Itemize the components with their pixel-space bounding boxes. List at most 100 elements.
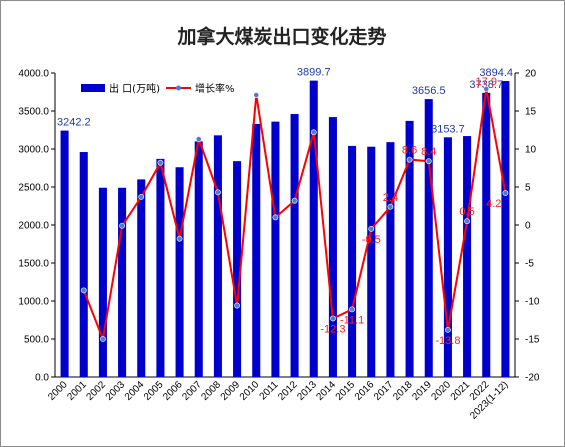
x-tick-label: 2015 <box>334 379 358 403</box>
rate-value-label: 17.9 <box>476 76 497 88</box>
bar-value-label: 3894.4 <box>479 67 513 79</box>
bar-value-label: 3656.5 <box>412 85 446 97</box>
rate-value-label: 8.6 <box>402 145 417 157</box>
growth-rate-point <box>157 159 164 166</box>
bar-2021 <box>463 136 472 377</box>
growth-rate-point <box>80 287 87 294</box>
growth-rate-point <box>464 218 470 225</box>
x-tick-label: 2007 <box>180 379 204 403</box>
bar-2006 <box>175 167 184 377</box>
bar-2008 <box>213 135 222 377</box>
growth-rate-point <box>425 158 432 165</box>
growth-rate-point <box>502 190 509 196</box>
x-tick-label: 2008 <box>200 379 224 403</box>
growth-rate-point <box>215 189 221 196</box>
bar-2018 <box>405 120 414 377</box>
growth-rate-point <box>119 222 125 229</box>
bar-2004 <box>137 179 146 377</box>
x-tick-label: 2016 <box>353 379 377 403</box>
bar-2015 <box>348 145 357 377</box>
growth-rate-point <box>291 197 298 204</box>
left-tick-label: 2000.0 <box>18 221 49 232</box>
bar-2007 <box>194 141 203 377</box>
x-tick-label: 2002 <box>85 379 109 403</box>
right-tick-label: -5 <box>525 259 534 270</box>
growth-rate-point <box>368 225 375 232</box>
bar-2011 <box>271 121 280 377</box>
right-tick-label: -20 <box>525 373 540 384</box>
rate-value-label: -13.8 <box>435 335 460 347</box>
rate-value-label: 0.5 <box>459 206 474 218</box>
left-tick-label: 4000.0 <box>18 69 49 80</box>
x-tick-label: 2004 <box>123 379 147 403</box>
bar-2013 <box>309 80 318 377</box>
growth-rate-point <box>253 92 260 98</box>
bar-2000 <box>60 130 69 377</box>
growth-rate-point <box>406 156 413 163</box>
plot-area: 0.0 500.0 1000.0 1500.0 2000.0 2500.0 3000.0 35… <box>18 67 539 422</box>
bar-2001 <box>79 152 88 377</box>
x-tick-label: 2009 <box>219 379 243 403</box>
x-tick-label: 2019 <box>410 379 434 403</box>
x-tick-label: 2014 <box>315 379 339 403</box>
right-tick-label: 20 <box>525 69 537 80</box>
growth-rate-point <box>234 302 240 309</box>
x-tick-label: 2000 <box>46 379 70 403</box>
rate-value-label: -12.3 <box>320 323 345 335</box>
growth-rate-point <box>330 315 336 322</box>
growth-rate-point <box>483 86 490 92</box>
legend-label-export: 出 口(万吨) <box>109 82 160 95</box>
bar-value-label: 3153.7 <box>431 123 465 135</box>
x-tick-label: 2021 <box>449 379 473 403</box>
left-tick-label: 3500.0 <box>18 107 49 118</box>
rate-value-label: 2.4 <box>383 192 398 204</box>
bar-2010 <box>252 123 261 377</box>
right-tick-label: -15 <box>525 335 540 346</box>
left-tick-label: 3000.0 <box>18 145 49 156</box>
x-tick-label: 2017 <box>372 379 396 403</box>
legend-swatch-rate-marker <box>176 85 181 91</box>
x-tick-label: 2012 <box>276 379 300 403</box>
legend-label-rate: 增长率% <box>195 82 235 95</box>
legend-swatch-export <box>81 84 105 92</box>
rate-value-label: -11.1 <box>340 314 364 326</box>
growth-rate-point <box>445 326 451 333</box>
bar-2017 <box>386 142 395 377</box>
bar-value-label: 3899.7 <box>297 67 331 79</box>
bar-value-label: 3242.2 <box>57 117 91 129</box>
growth-rate-point <box>272 214 279 221</box>
x-tick-label: 2013 <box>295 379 319 403</box>
bar-value-label: 3738.7 <box>469 79 503 91</box>
right-tick-label: 15 <box>525 107 537 118</box>
right-tick-label: 10 <box>525 145 537 156</box>
x-tick-label: 2018 <box>391 379 415 403</box>
bar-2002 <box>98 187 107 377</box>
left-tick-label: 500.0 <box>24 335 49 346</box>
x-tick-label: 2006 <box>161 379 185 403</box>
left-tick-label: 1000.0 <box>18 297 49 308</box>
bar-2014 <box>328 117 337 377</box>
growth-rate-point <box>195 136 202 143</box>
bar-2012 <box>290 114 299 377</box>
growth-rate-point <box>176 235 183 242</box>
x-tick-label: 2005 <box>142 379 166 403</box>
growth-rate-point <box>349 306 355 313</box>
bar-2019 <box>424 99 433 377</box>
right-tick-label: -10 <box>525 297 540 308</box>
bar-2016 <box>367 146 376 377</box>
bar-2005 <box>156 158 165 377</box>
left-tick-label: 0.0 <box>35 373 49 384</box>
bar-2020 <box>443 137 452 377</box>
x-tick-label: 2010 <box>238 379 262 403</box>
bar-2022 <box>482 92 491 378</box>
right-tick-label: 5 <box>525 183 531 194</box>
bar-2009 <box>233 161 242 377</box>
x-tick-label: 2003 <box>104 379 128 403</box>
legend: 出 口(万吨) 增长率% <box>81 82 235 95</box>
growth-rate-point <box>387 203 394 210</box>
chart-title: 加拿大煤炭出口变化走势 <box>176 25 386 48</box>
rate-value-label: 4.2 <box>486 198 501 210</box>
growth-rate-point <box>138 193 145 200</box>
